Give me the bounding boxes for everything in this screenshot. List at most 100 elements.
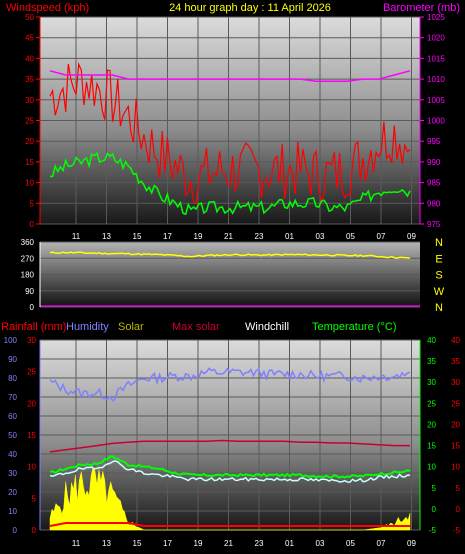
humidity-y-tick-label: 40 (8, 450, 17, 459)
barometer-axis-title: Barometer (mb) (383, 2, 460, 14)
dir-compass-letter: S (435, 270, 442, 282)
temp-y-tick-label-right: 15 (451, 442, 460, 451)
windspeed-axis-title: Windspeed (kph) (6, 2, 89, 14)
humidity-y-tick-label: 80 (8, 374, 17, 383)
series-wind-speed (49, 151, 411, 216)
humidity-y-tick-label: 0 (13, 526, 18, 535)
axis-labels: 0510152025303540455097598098599099510001… (4, 13, 461, 548)
baro-y-tick-label: 990 (427, 158, 441, 167)
dir-compass-letter: N (435, 302, 443, 314)
legend-rainfall: Rainfall (mm) (1, 321, 66, 333)
humidity-y-tick-label: 100 (4, 336, 18, 345)
dir-compass-letter: E (435, 253, 442, 265)
series-wind-gust (49, 61, 411, 205)
dir-y-tick-label: 270 (21, 254, 35, 263)
climate-x-tick-label: 09 (407, 539, 416, 548)
temp-y-tick-label: 10 (427, 463, 436, 472)
chart-title: 24 hour graph day : 11 April 2026 (169, 2, 331, 14)
temp-y-tick-label-right: 10 (451, 463, 460, 472)
baro-y-tick-label: 975 (427, 220, 441, 229)
wind-x-tick-label: 21 (224, 232, 233, 241)
rain-y-tick-label: 10 (27, 463, 36, 472)
baro-y-tick-label: 1020 (427, 34, 445, 43)
series-temperature (49, 455, 411, 479)
humidity-y-tick-label: 70 (8, 393, 17, 402)
rain-y-tick-label: 20 (27, 399, 36, 408)
humidity-y-tick-label: 60 (8, 412, 17, 421)
climate-x-tick-label: 21 (224, 539, 233, 548)
wind-x-tick-label: 23 (255, 232, 264, 241)
wind-x-tick-label: 17 (163, 232, 172, 241)
temp-y-tick-label-right: 25 (451, 399, 460, 408)
temp-y-tick-label: 40 (427, 336, 436, 345)
dir-y-tick-label: 180 (21, 271, 35, 280)
temp-y-tick-label: 30 (427, 378, 436, 387)
humidity-y-tick-label: 90 (8, 355, 17, 364)
legend-max-solar: Max solar (172, 321, 220, 333)
wind-y-tick-label: 30 (25, 96, 34, 105)
wind-y-tick-label: 35 (25, 75, 34, 84)
legend-solar: Solar (118, 321, 144, 333)
dir-y-tick-label: 90 (25, 287, 34, 296)
wind-x-tick-label: 13 (102, 232, 111, 241)
temp-y-tick-label: 25 (427, 399, 436, 408)
series-wind-direction (49, 251, 411, 260)
climate-x-tick-label: 13 (102, 539, 111, 548)
temp-y-tick-label: 5 (432, 484, 437, 493)
series-humidity (49, 367, 411, 402)
wind-x-tick-label: 03 (316, 232, 325, 241)
temp-y-tick-label-right: -5 (453, 526, 461, 535)
dir-y-tick-label: 0 (30, 303, 35, 312)
climate-x-tick-label: 11 (72, 539, 81, 548)
wind-y-tick-label: 50 (25, 13, 34, 22)
rain-y-tick-label: 25 (27, 368, 36, 377)
humidity-y-tick-label: 20 (8, 488, 17, 497)
rain-y-tick-label: 30 (27, 336, 36, 345)
dir-compass-letter: N (435, 237, 443, 249)
climate-x-tick-label: 01 (285, 539, 294, 548)
temp-y-tick-label: 20 (427, 420, 436, 429)
humidity-y-tick-label: 50 (8, 431, 17, 440)
baro-y-tick-label: 980 (427, 199, 441, 208)
rain-y-tick-label: 5 (32, 494, 37, 503)
climate-x-tick-label: 19 (194, 539, 203, 548)
climate-x-tick-label: 23 (255, 539, 264, 548)
wind-x-tick-label: 15 (133, 232, 142, 241)
wind-x-tick-label: 05 (346, 232, 355, 241)
climate-x-tick-label: 05 (346, 539, 355, 548)
climate-x-tick-label: 15 (133, 539, 142, 548)
humidity-y-tick-label: 10 (8, 507, 17, 516)
wind-y-tick-label: 40 (25, 54, 34, 63)
series-group (40, 61, 420, 531)
baro-y-tick-label: 1010 (427, 75, 445, 84)
baro-y-tick-label: 1005 (427, 96, 445, 105)
temp-y-tick-label-right: 0 (456, 505, 461, 514)
wind-x-tick-label: 11 (72, 232, 81, 241)
wind-y-tick-label: 25 (25, 117, 34, 126)
temp-y-tick-label-right: 40 (451, 336, 460, 345)
wind-y-tick-label: 20 (25, 137, 34, 146)
temp-y-tick-label: 15 (427, 442, 436, 451)
legend-windchill: Windchill (245, 321, 289, 333)
series-barometer (49, 70, 411, 82)
legend-temperature: Temperature (°C) (312, 321, 396, 333)
baro-y-tick-label: 1000 (427, 117, 445, 126)
climate-x-tick-label: 17 (163, 539, 172, 548)
temp-y-tick-label: 35 (427, 357, 436, 366)
baro-y-tick-label: 995 (427, 137, 441, 146)
wind-y-tick-label: 45 (25, 34, 34, 43)
climate-x-tick-label: 03 (316, 539, 325, 548)
dir-y-tick-label: 360 (21, 238, 35, 247)
baro-y-tick-label: 1015 (427, 54, 445, 63)
wind-y-tick-label: 10 (25, 179, 34, 188)
baro-y-tick-label: 1025 (427, 13, 445, 22)
wind-y-tick-label: 5 (30, 199, 35, 208)
wind-x-tick-label: 19 (194, 232, 203, 241)
baro-y-tick-label: 985 (427, 179, 441, 188)
temp-y-tick-label-right: 30 (451, 378, 460, 387)
series-windchill (49, 460, 411, 483)
series-max-solar (49, 439, 410, 453)
dir-compass-letter: W (434, 286, 445, 298)
temp-y-tick-label-right: 5 (456, 484, 461, 493)
